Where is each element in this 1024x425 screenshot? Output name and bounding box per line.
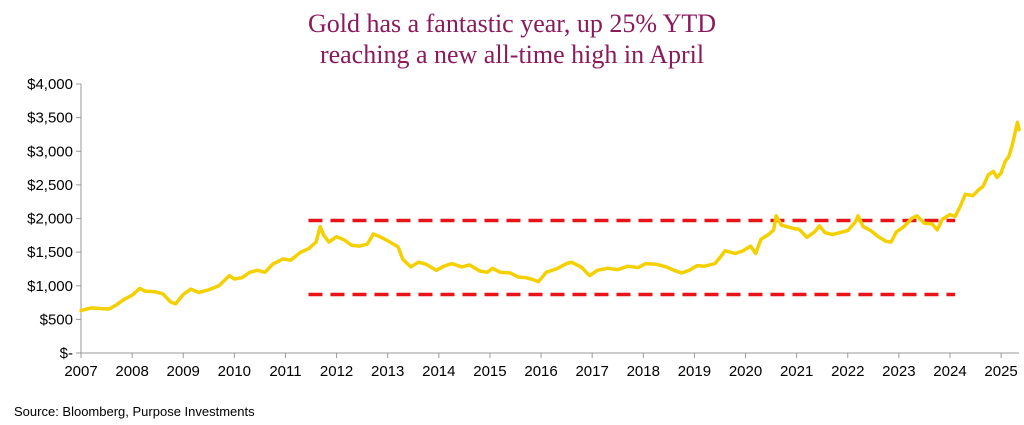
x-tick-label: 2016 bbox=[524, 363, 557, 380]
x-tick-label: 2022 bbox=[831, 363, 864, 380]
y-tick-label: $3,500 bbox=[27, 110, 73, 127]
x-tick-label: 2019 bbox=[678, 363, 711, 380]
y-tick-label: $4,000 bbox=[27, 76, 73, 93]
y-tick-label: $1,000 bbox=[27, 278, 73, 295]
annotation-layer bbox=[308, 218, 956, 297]
x-tick-label: 2012 bbox=[320, 363, 353, 380]
x-tick-label: 2020 bbox=[729, 363, 762, 380]
x-tick-label: 2009 bbox=[167, 363, 200, 380]
y-tick-label: $- bbox=[60, 345, 73, 362]
x-tick-label: 2007 bbox=[64, 363, 97, 380]
chart-title-line-1: Gold has a fantastic year, up 25% YTD bbox=[307, 9, 717, 38]
x-tick-label: 2013 bbox=[371, 363, 404, 380]
x-tick-label: 2021 bbox=[780, 363, 813, 380]
x-tick-label: 2008 bbox=[115, 363, 148, 380]
x-tick-label: 2024 bbox=[933, 363, 966, 380]
x-axis: 2007 2008 2009 2010 2011 2012 2013 2014 2015 2016… bbox=[64, 352, 1019, 380]
y-tick-label: $2,500 bbox=[27, 177, 73, 194]
y-tick-label: $3,000 bbox=[27, 143, 73, 160]
y-tick-label: $500 bbox=[40, 311, 73, 328]
gold-price-line bbox=[79, 120, 1021, 313]
x-tick-label: 2014 bbox=[422, 363, 455, 380]
source-note: Source: Bloomberg, Purpose Investments bbox=[14, 404, 255, 419]
x-tick-label: 2018 bbox=[627, 363, 660, 380]
chart-title-line-2: reaching a new all-time high in April bbox=[319, 40, 705, 69]
y-tick-label: $2,000 bbox=[27, 211, 73, 228]
x-tick-label: 2010 bbox=[218, 363, 251, 380]
x-tick-label: 2017 bbox=[575, 363, 608, 380]
series-layer bbox=[79, 120, 1021, 313]
y-tick-label: $1,500 bbox=[27, 244, 73, 261]
chart-title: Gold has a fantastic year, up 25% YTD re… bbox=[0, 8, 1024, 70]
y-axis: $- $500 $1,000 $1,500 $2,000 $2,500 $3,000 $3,5… bbox=[27, 76, 82, 362]
x-tick-label: 2015 bbox=[473, 363, 506, 380]
x-tick-label: 2011 bbox=[269, 363, 301, 380]
x-tick-label: 2023 bbox=[882, 363, 915, 380]
x-tick-label: 2025 bbox=[984, 363, 1017, 380]
